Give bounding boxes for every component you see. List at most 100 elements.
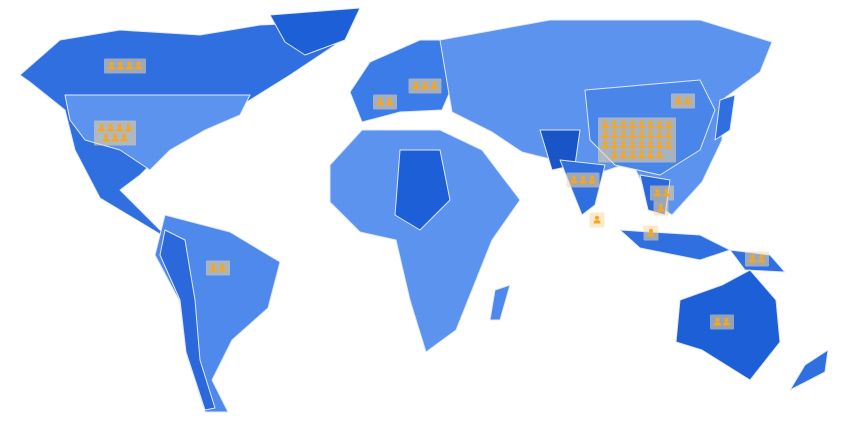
person-body	[611, 125, 618, 129]
person-body	[629, 155, 636, 159]
japan	[714, 94, 736, 141]
africa	[329, 129, 521, 353]
person-head	[118, 61, 123, 66]
person-body	[638, 135, 645, 139]
person-head	[581, 175, 585, 180]
person-body	[647, 155, 654, 159]
person-head	[724, 317, 729, 322]
new-zealand	[789, 349, 829, 391]
person-body	[656, 135, 663, 139]
person-head	[432, 81, 436, 86]
person-body	[684, 101, 691, 105]
person-head	[666, 130, 671, 135]
person-head	[136, 61, 141, 66]
population-marker	[94, 120, 136, 146]
person-body	[579, 180, 587, 184]
person-head	[414, 81, 418, 86]
person-head	[113, 133, 117, 138]
person-head	[630, 120, 635, 125]
population-marker	[373, 94, 397, 110]
person-body	[116, 128, 123, 132]
person-body	[570, 180, 578, 184]
person-head	[621, 140, 626, 145]
person-head	[664, 188, 669, 193]
person-body	[611, 135, 618, 139]
population-marker	[598, 117, 676, 163]
person-body	[412, 86, 420, 90]
person-head	[126, 123, 131, 128]
madagascar	[489, 284, 511, 321]
marker-background	[206, 260, 230, 276]
person-head	[685, 96, 690, 101]
person-body	[657, 208, 665, 212]
population-marker	[566, 172, 600, 188]
person-body	[602, 145, 609, 149]
marker-background	[650, 185, 674, 201]
person-head	[603, 120, 608, 125]
person-head	[211, 263, 216, 268]
marker-background	[104, 58, 146, 74]
person-body	[620, 135, 627, 139]
population-marker	[653, 200, 669, 216]
person-body	[638, 155, 645, 159]
andes	[159, 229, 216, 411]
person-head	[378, 97, 383, 102]
person-head	[657, 150, 662, 155]
person-head	[630, 150, 635, 155]
marker-background	[671, 93, 695, 109]
person-head	[659, 203, 663, 208]
person-head	[108, 123, 113, 128]
person-body	[108, 66, 115, 70]
person-head	[387, 97, 392, 102]
usa	[64, 94, 251, 171]
marker-background	[710, 314, 734, 330]
person-body	[665, 135, 672, 139]
person-head	[639, 120, 644, 125]
person-head	[612, 120, 617, 125]
person-head	[648, 140, 653, 145]
person-head	[99, 123, 104, 128]
person-head	[621, 120, 626, 125]
person-body	[654, 193, 661, 197]
person-body	[663, 193, 670, 197]
greenland	[269, 7, 361, 56]
person-body	[758, 259, 765, 263]
person-head	[648, 150, 653, 155]
person-body	[593, 220, 601, 224]
person-head	[104, 133, 108, 138]
person-head	[109, 61, 114, 66]
population-marker	[206, 260, 230, 276]
person-body	[386, 102, 393, 106]
person-body	[210, 268, 217, 272]
person-body	[611, 145, 618, 149]
person-body	[647, 125, 654, 129]
person-body	[629, 145, 636, 149]
person-body	[135, 66, 142, 70]
person-head	[423, 81, 427, 86]
person-head	[657, 130, 662, 135]
person-body	[611, 155, 618, 159]
person-head	[595, 215, 599, 220]
person-body	[377, 102, 384, 106]
population-marker	[650, 185, 674, 201]
person-body	[665, 125, 672, 129]
person-head	[572, 175, 576, 180]
population-marker	[643, 225, 659, 241]
person-head	[612, 140, 617, 145]
person-body	[107, 128, 114, 132]
person-body	[620, 155, 627, 159]
central-africa	[394, 149, 451, 231]
marker-background	[598, 117, 676, 163]
person-head	[603, 130, 608, 135]
person-body	[723, 322, 730, 326]
person-head	[715, 317, 720, 322]
person-body	[647, 135, 654, 139]
person-body	[421, 86, 429, 90]
person-body	[656, 145, 663, 149]
person-body	[647, 233, 655, 237]
population-marker	[710, 314, 734, 330]
person-head	[676, 96, 681, 101]
indonesia	[619, 229, 731, 261]
person-body	[749, 259, 756, 263]
person-head	[127, 61, 132, 66]
